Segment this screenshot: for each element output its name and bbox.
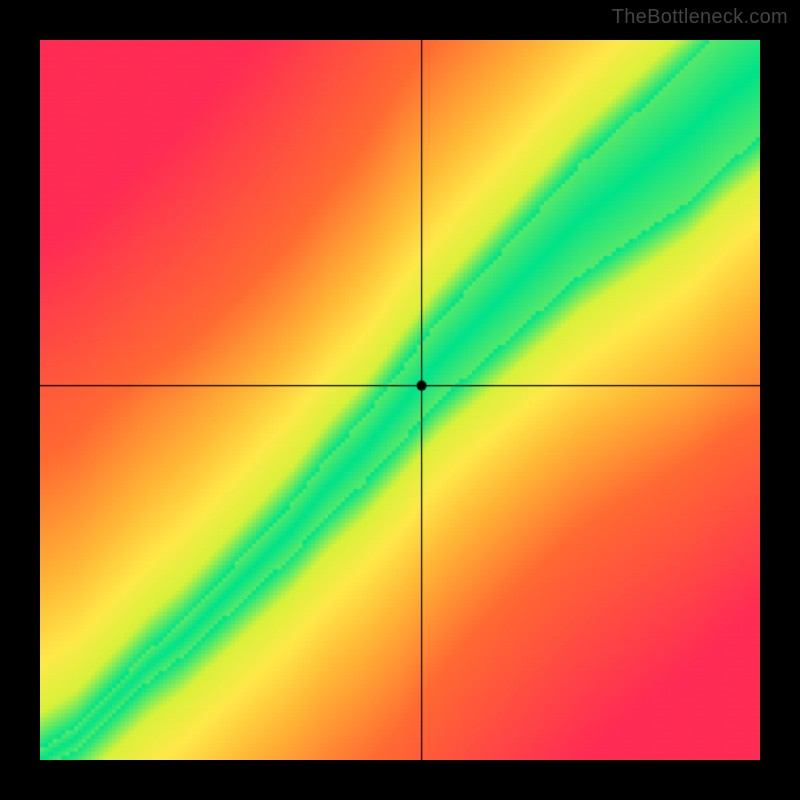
watermark-text: TheBottleneck.com — [612, 6, 788, 29]
chart-container: TheBottleneck.com — [0, 0, 800, 800]
bottleneck-heatmap — [40, 40, 760, 760]
